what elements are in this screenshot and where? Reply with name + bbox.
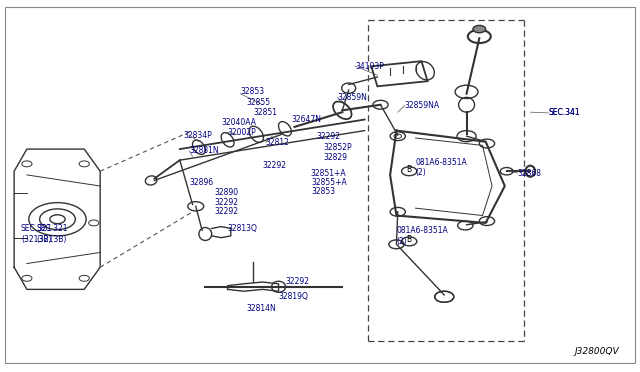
Circle shape — [473, 25, 486, 33]
Text: 32834P: 32834P — [183, 131, 212, 140]
Text: 32292: 32292 — [215, 198, 239, 207]
Text: 32855: 32855 — [246, 99, 271, 108]
Text: 32292: 32292 — [215, 207, 239, 217]
Text: 32868: 32868 — [518, 169, 541, 177]
Text: 32813Q: 32813Q — [228, 224, 257, 233]
Text: SEC.341: SEC.341 — [548, 108, 580, 118]
Text: SEC.321
(3213B): SEC.321 (3213B) — [20, 224, 52, 244]
Text: 32819Q: 32819Q — [278, 292, 308, 301]
Text: 081A6-8351A
(2): 081A6-8351A (2) — [415, 158, 467, 177]
Text: 32859N: 32859N — [337, 93, 367, 102]
Text: 32040AA: 32040AA — [221, 118, 256, 127]
Text: 32002P: 32002P — [228, 128, 257, 137]
Text: 32853: 32853 — [241, 87, 264, 96]
Text: SEC.341: SEC.341 — [548, 108, 580, 118]
Text: 32851+A: 32851+A — [310, 169, 346, 177]
Text: 32292: 32292 — [285, 278, 309, 286]
Text: 32859NA: 32859NA — [404, 101, 440, 110]
Text: 32814N: 32814N — [246, 304, 276, 313]
Text: 32647N: 32647N — [291, 115, 321, 124]
Text: 32855+A: 32855+A — [312, 178, 348, 187]
Text: B: B — [406, 235, 412, 244]
Text: 32812: 32812 — [266, 138, 290, 147]
Text: 32896: 32896 — [189, 178, 214, 187]
Text: 081A6-8351A
(2): 081A6-8351A (2) — [396, 226, 448, 246]
Text: 32853: 32853 — [312, 187, 336, 196]
Text: 32292: 32292 — [317, 132, 341, 141]
Text: 32829: 32829 — [323, 153, 347, 162]
Text: B: B — [406, 165, 412, 174]
Text: 32292: 32292 — [262, 161, 287, 170]
Text: 32890: 32890 — [215, 188, 239, 197]
Text: SEC.321
(3213B): SEC.321 (3213B) — [36, 224, 68, 244]
Bar — [371, 61, 428, 86]
Text: 32851: 32851 — [253, 108, 277, 118]
Text: J32800QV: J32800QV — [575, 347, 620, 356]
Text: 32881N: 32881N — [189, 147, 219, 155]
Text: 32852P: 32852P — [323, 143, 352, 152]
Text: 34103P: 34103P — [355, 61, 384, 71]
